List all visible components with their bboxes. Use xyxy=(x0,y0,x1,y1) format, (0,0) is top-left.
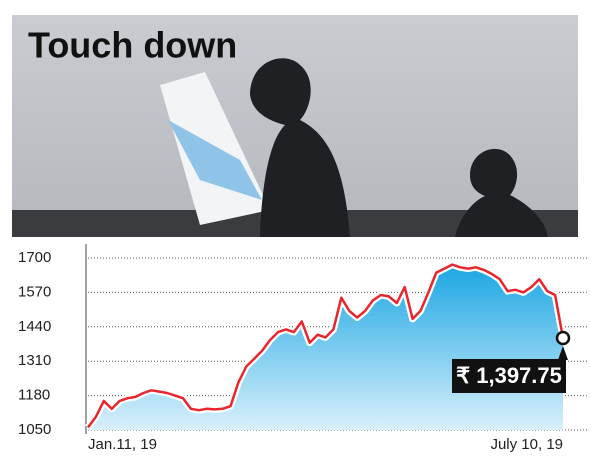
area xyxy=(88,264,563,430)
line xyxy=(86,263,565,429)
x-tick-label: Jan.11, 19 xyxy=(88,436,157,453)
plane-stripe xyxy=(168,120,262,200)
value-label: ₹ 1,397.75 xyxy=(456,363,562,388)
y-tick-label: 1050 xyxy=(18,421,51,438)
label-pointer xyxy=(558,345,568,360)
chart-title: Touch down xyxy=(28,25,237,66)
silhouette xyxy=(455,148,548,237)
silhouette xyxy=(250,58,350,237)
y-tick-label: 1310 xyxy=(18,352,51,369)
y-tick-label: 1700 xyxy=(18,249,51,266)
y-tick-label: 1570 xyxy=(18,283,51,300)
photo xyxy=(12,15,578,237)
y-tick-label: 1180 xyxy=(18,387,50,404)
y-tick-label: 1440 xyxy=(18,318,51,335)
value-label-box xyxy=(452,358,566,393)
point-marker xyxy=(555,330,571,346)
x-tick-label: July 10, 19 xyxy=(490,436,563,453)
